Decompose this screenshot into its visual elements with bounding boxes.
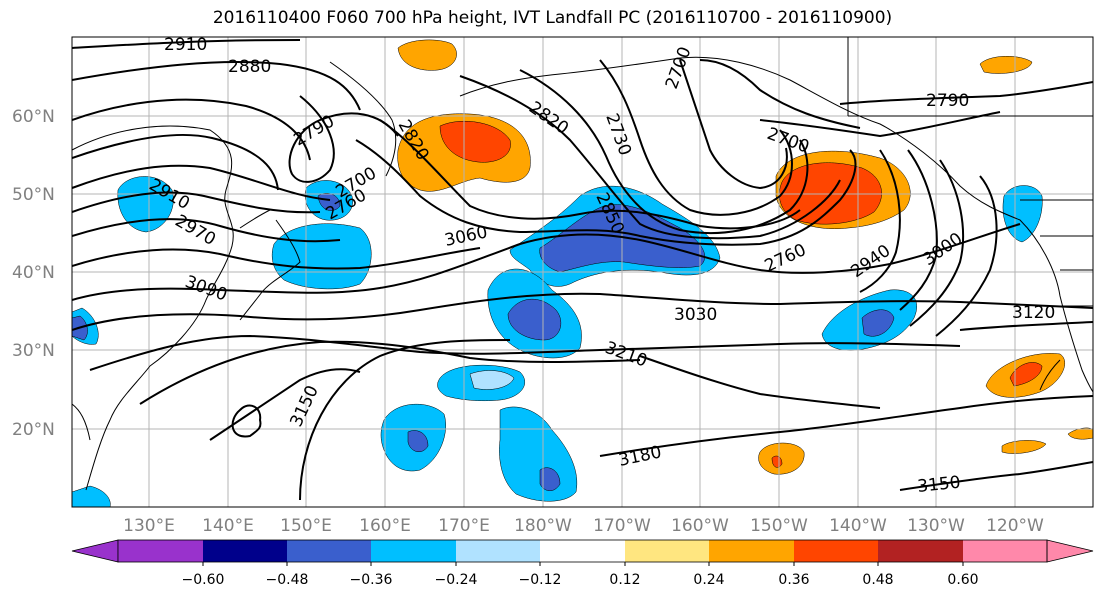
colorbar-segment xyxy=(709,540,794,562)
lon-label: 120°W xyxy=(986,516,1044,536)
colorbar-segment xyxy=(203,540,287,562)
colorbar: −0.60 −0.48 −0.36 −0.24 −0.12 0.12 0.24 0.36 0.4… xyxy=(71,539,1094,588)
ivt-shading xyxy=(72,39,1093,507)
lon-label: 130°W xyxy=(907,516,965,536)
lat-label: 30°N xyxy=(12,341,55,361)
colorbar-segment xyxy=(878,540,963,562)
colorbar-tick-label: 0.48 xyxy=(862,572,893,588)
graticule xyxy=(72,37,1093,507)
colorbar-segment xyxy=(794,540,878,562)
lon-label: 140°W xyxy=(829,516,887,536)
colorbar-tick-label: 0.60 xyxy=(947,572,978,588)
contour-label: 2790 xyxy=(926,91,969,111)
map-frame xyxy=(71,36,1094,508)
colorbar-extend-low xyxy=(71,539,119,563)
lon-label: 150°E xyxy=(280,516,332,536)
lon-label: 130°E xyxy=(123,516,175,536)
colorbar-segment xyxy=(371,540,456,562)
contour-label: 3120 xyxy=(1012,303,1055,323)
longitude-labels: 130°E 140°E 150°E 160°E 170°E 180°W 170°… xyxy=(123,516,1044,536)
colorbar-tick-label: 0.36 xyxy=(778,572,809,588)
lat-label: 20°N xyxy=(12,420,55,440)
lon-label: 170°E xyxy=(438,516,490,536)
coastlines xyxy=(72,37,1093,491)
contour-label: 2880 xyxy=(228,57,271,77)
colorbar-outline xyxy=(117,539,1048,563)
colorbar-extend-high xyxy=(1046,539,1094,563)
contour-label: 2910 xyxy=(164,35,207,55)
contour-label: 3030 xyxy=(674,305,717,325)
colorbar-tick-label: 0.12 xyxy=(609,572,640,588)
colorbar-segment xyxy=(540,540,625,562)
colorbar-tick-label: 0.24 xyxy=(693,572,724,588)
height-contours xyxy=(72,39,1093,501)
colorbar-tick-label: −0.48 xyxy=(266,572,309,588)
lat-label: 60°N xyxy=(12,107,55,127)
contour-label: 3150 xyxy=(916,473,961,497)
colorbar-segment xyxy=(287,540,371,562)
colorbar-segment xyxy=(625,540,709,562)
colorbar-tick-label: −0.24 xyxy=(435,572,478,588)
lon-label: 150°W xyxy=(750,516,808,536)
lon-label: 170°W xyxy=(593,516,651,536)
lon-label: 180°W xyxy=(514,516,572,536)
colorbar-segment xyxy=(963,540,1047,562)
colorbar-segment xyxy=(456,540,540,562)
lon-label: 160°E xyxy=(359,516,411,536)
latitude-labels: 60°N 50°N 40°N 30°N 20°N xyxy=(12,107,55,440)
colorbar-tick-label: −0.12 xyxy=(519,572,562,588)
lat-label: 40°N xyxy=(12,263,55,283)
lon-label: 140°E xyxy=(202,516,254,536)
colorbar-segment xyxy=(118,540,203,562)
lat-label: 50°N xyxy=(12,185,55,205)
map-title: 2016110400 F060 700 hPa height, IVT Land… xyxy=(212,8,893,28)
colorbar-tick-label: −0.60 xyxy=(182,572,225,588)
colorbar-tick-label: −0.36 xyxy=(350,572,393,588)
lon-label: 160°W xyxy=(671,516,729,536)
